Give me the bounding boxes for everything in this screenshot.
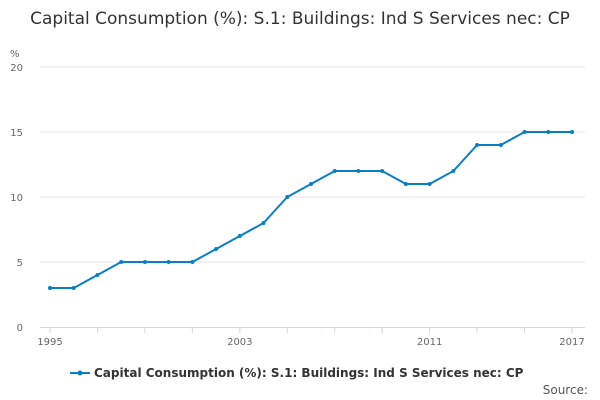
data-point bbox=[261, 221, 266, 225]
data-point bbox=[380, 169, 385, 173]
data-point bbox=[427, 182, 432, 186]
data-point bbox=[475, 143, 480, 147]
data-point bbox=[309, 182, 313, 186]
chart-title: Capital Consumption (%): S.1: Buildings:… bbox=[30, 9, 570, 29]
data-point bbox=[332, 169, 337, 173]
y-tick-label: 5 bbox=[17, 258, 23, 269]
data-point bbox=[546, 130, 551, 134]
source-label: Source: bbox=[542, 383, 588, 397]
data-point bbox=[498, 143, 503, 147]
y-tick-label: 0 bbox=[17, 323, 23, 334]
data-point bbox=[237, 234, 242, 238]
data-point bbox=[403, 182, 408, 186]
data-point bbox=[451, 169, 456, 173]
data-point bbox=[522, 130, 527, 134]
data-point bbox=[142, 260, 147, 264]
data-point bbox=[285, 195, 290, 199]
x-tick-label: 1995 bbox=[37, 337, 62, 348]
data-point bbox=[95, 273, 100, 277]
legend-label: Capital Consumption (%): S.1: Buildings:… bbox=[94, 366, 524, 380]
x-tick-label: 2011 bbox=[417, 337, 442, 348]
y-tick-label: 10 bbox=[10, 193, 23, 204]
data-point bbox=[48, 286, 52, 290]
data-point bbox=[356, 169, 361, 173]
data-point bbox=[214, 247, 219, 251]
x-tick-label: 2017 bbox=[559, 337, 584, 348]
data-point bbox=[119, 260, 124, 264]
legend-line-icon bbox=[70, 370, 90, 376]
y-axis-label: % bbox=[10, 49, 20, 60]
data-point bbox=[71, 286, 76, 290]
y-tick-label: 20 bbox=[10, 63, 23, 74]
data-point bbox=[166, 260, 171, 264]
legend[interactable]: Capital Consumption (%): S.1: Buildings:… bbox=[70, 366, 523, 380]
y-tick-label: 15 bbox=[10, 128, 23, 139]
data-point bbox=[190, 260, 195, 264]
series-line bbox=[50, 131, 572, 289]
data-point bbox=[570, 130, 574, 134]
x-tick-label: 2003 bbox=[227, 337, 252, 348]
